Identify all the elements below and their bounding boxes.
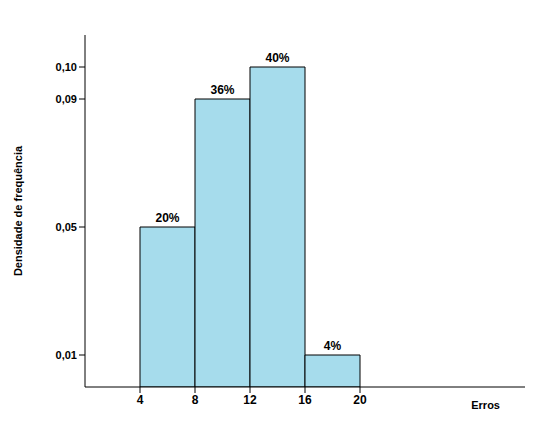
svg-text:40%: 40%	[265, 51, 289, 65]
svg-text:Densidade de frequência: Densidade de frequência	[12, 145, 24, 276]
svg-text:4: 4	[137, 393, 144, 407]
svg-text:0,01: 0,01	[56, 349, 77, 361]
svg-text:0,05: 0,05	[56, 221, 77, 233]
svg-text:0,10: 0,10	[56, 61, 77, 73]
svg-text:0,09: 0,09	[56, 93, 77, 105]
svg-text:16: 16	[298, 393, 312, 407]
svg-text:20: 20	[353, 393, 367, 407]
svg-text:4%: 4%	[324, 339, 342, 353]
svg-text:8: 8	[192, 393, 199, 407]
svg-text:36%: 36%	[210, 83, 234, 97]
svg-text:20%: 20%	[155, 211, 179, 225]
svg-text:12: 12	[243, 393, 257, 407]
svg-text:Erros: Erros	[471, 399, 500, 411]
